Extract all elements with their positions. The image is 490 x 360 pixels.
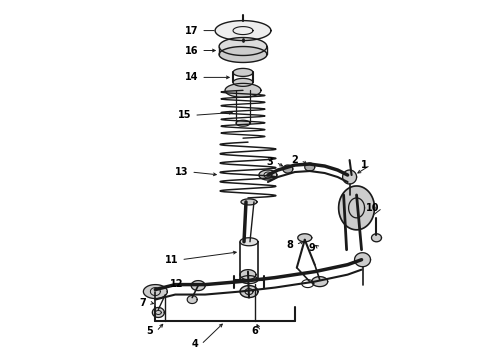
Polygon shape <box>236 120 250 126</box>
Text: 15: 15 <box>178 110 191 120</box>
Text: 1: 1 <box>361 160 368 170</box>
Text: 6: 6 <box>251 327 258 336</box>
Text: 9: 9 <box>309 243 316 253</box>
Polygon shape <box>298 234 312 242</box>
Polygon shape <box>240 276 258 284</box>
Polygon shape <box>219 46 267 62</box>
Polygon shape <box>240 238 258 246</box>
Polygon shape <box>339 186 374 230</box>
Text: 14: 14 <box>185 72 198 82</box>
Polygon shape <box>191 280 205 291</box>
Text: 10: 10 <box>366 203 379 213</box>
Polygon shape <box>259 170 277 180</box>
Polygon shape <box>215 21 271 41</box>
Polygon shape <box>240 285 258 298</box>
Text: 17: 17 <box>185 26 198 36</box>
Polygon shape <box>312 276 328 287</box>
Text: 5: 5 <box>147 327 153 336</box>
Polygon shape <box>305 163 315 171</box>
Polygon shape <box>241 199 257 205</box>
Text: 11: 11 <box>165 255 178 265</box>
Text: 3: 3 <box>266 157 273 167</box>
Polygon shape <box>233 68 253 76</box>
Polygon shape <box>225 84 261 97</box>
Polygon shape <box>371 234 382 242</box>
Text: 4: 4 <box>192 339 198 349</box>
Text: 2: 2 <box>291 155 298 165</box>
Text: 16: 16 <box>185 45 198 55</box>
Polygon shape <box>240 270 256 280</box>
Polygon shape <box>283 165 293 173</box>
Polygon shape <box>187 296 197 303</box>
Polygon shape <box>343 170 357 184</box>
Polygon shape <box>233 78 253 86</box>
Polygon shape <box>219 37 267 55</box>
Text: 12: 12 <box>170 279 183 289</box>
Text: 8: 8 <box>286 240 293 250</box>
Polygon shape <box>152 307 164 318</box>
Text: 7: 7 <box>140 297 147 307</box>
Polygon shape <box>144 285 167 298</box>
Polygon shape <box>355 253 370 267</box>
Text: 13: 13 <box>175 167 188 177</box>
